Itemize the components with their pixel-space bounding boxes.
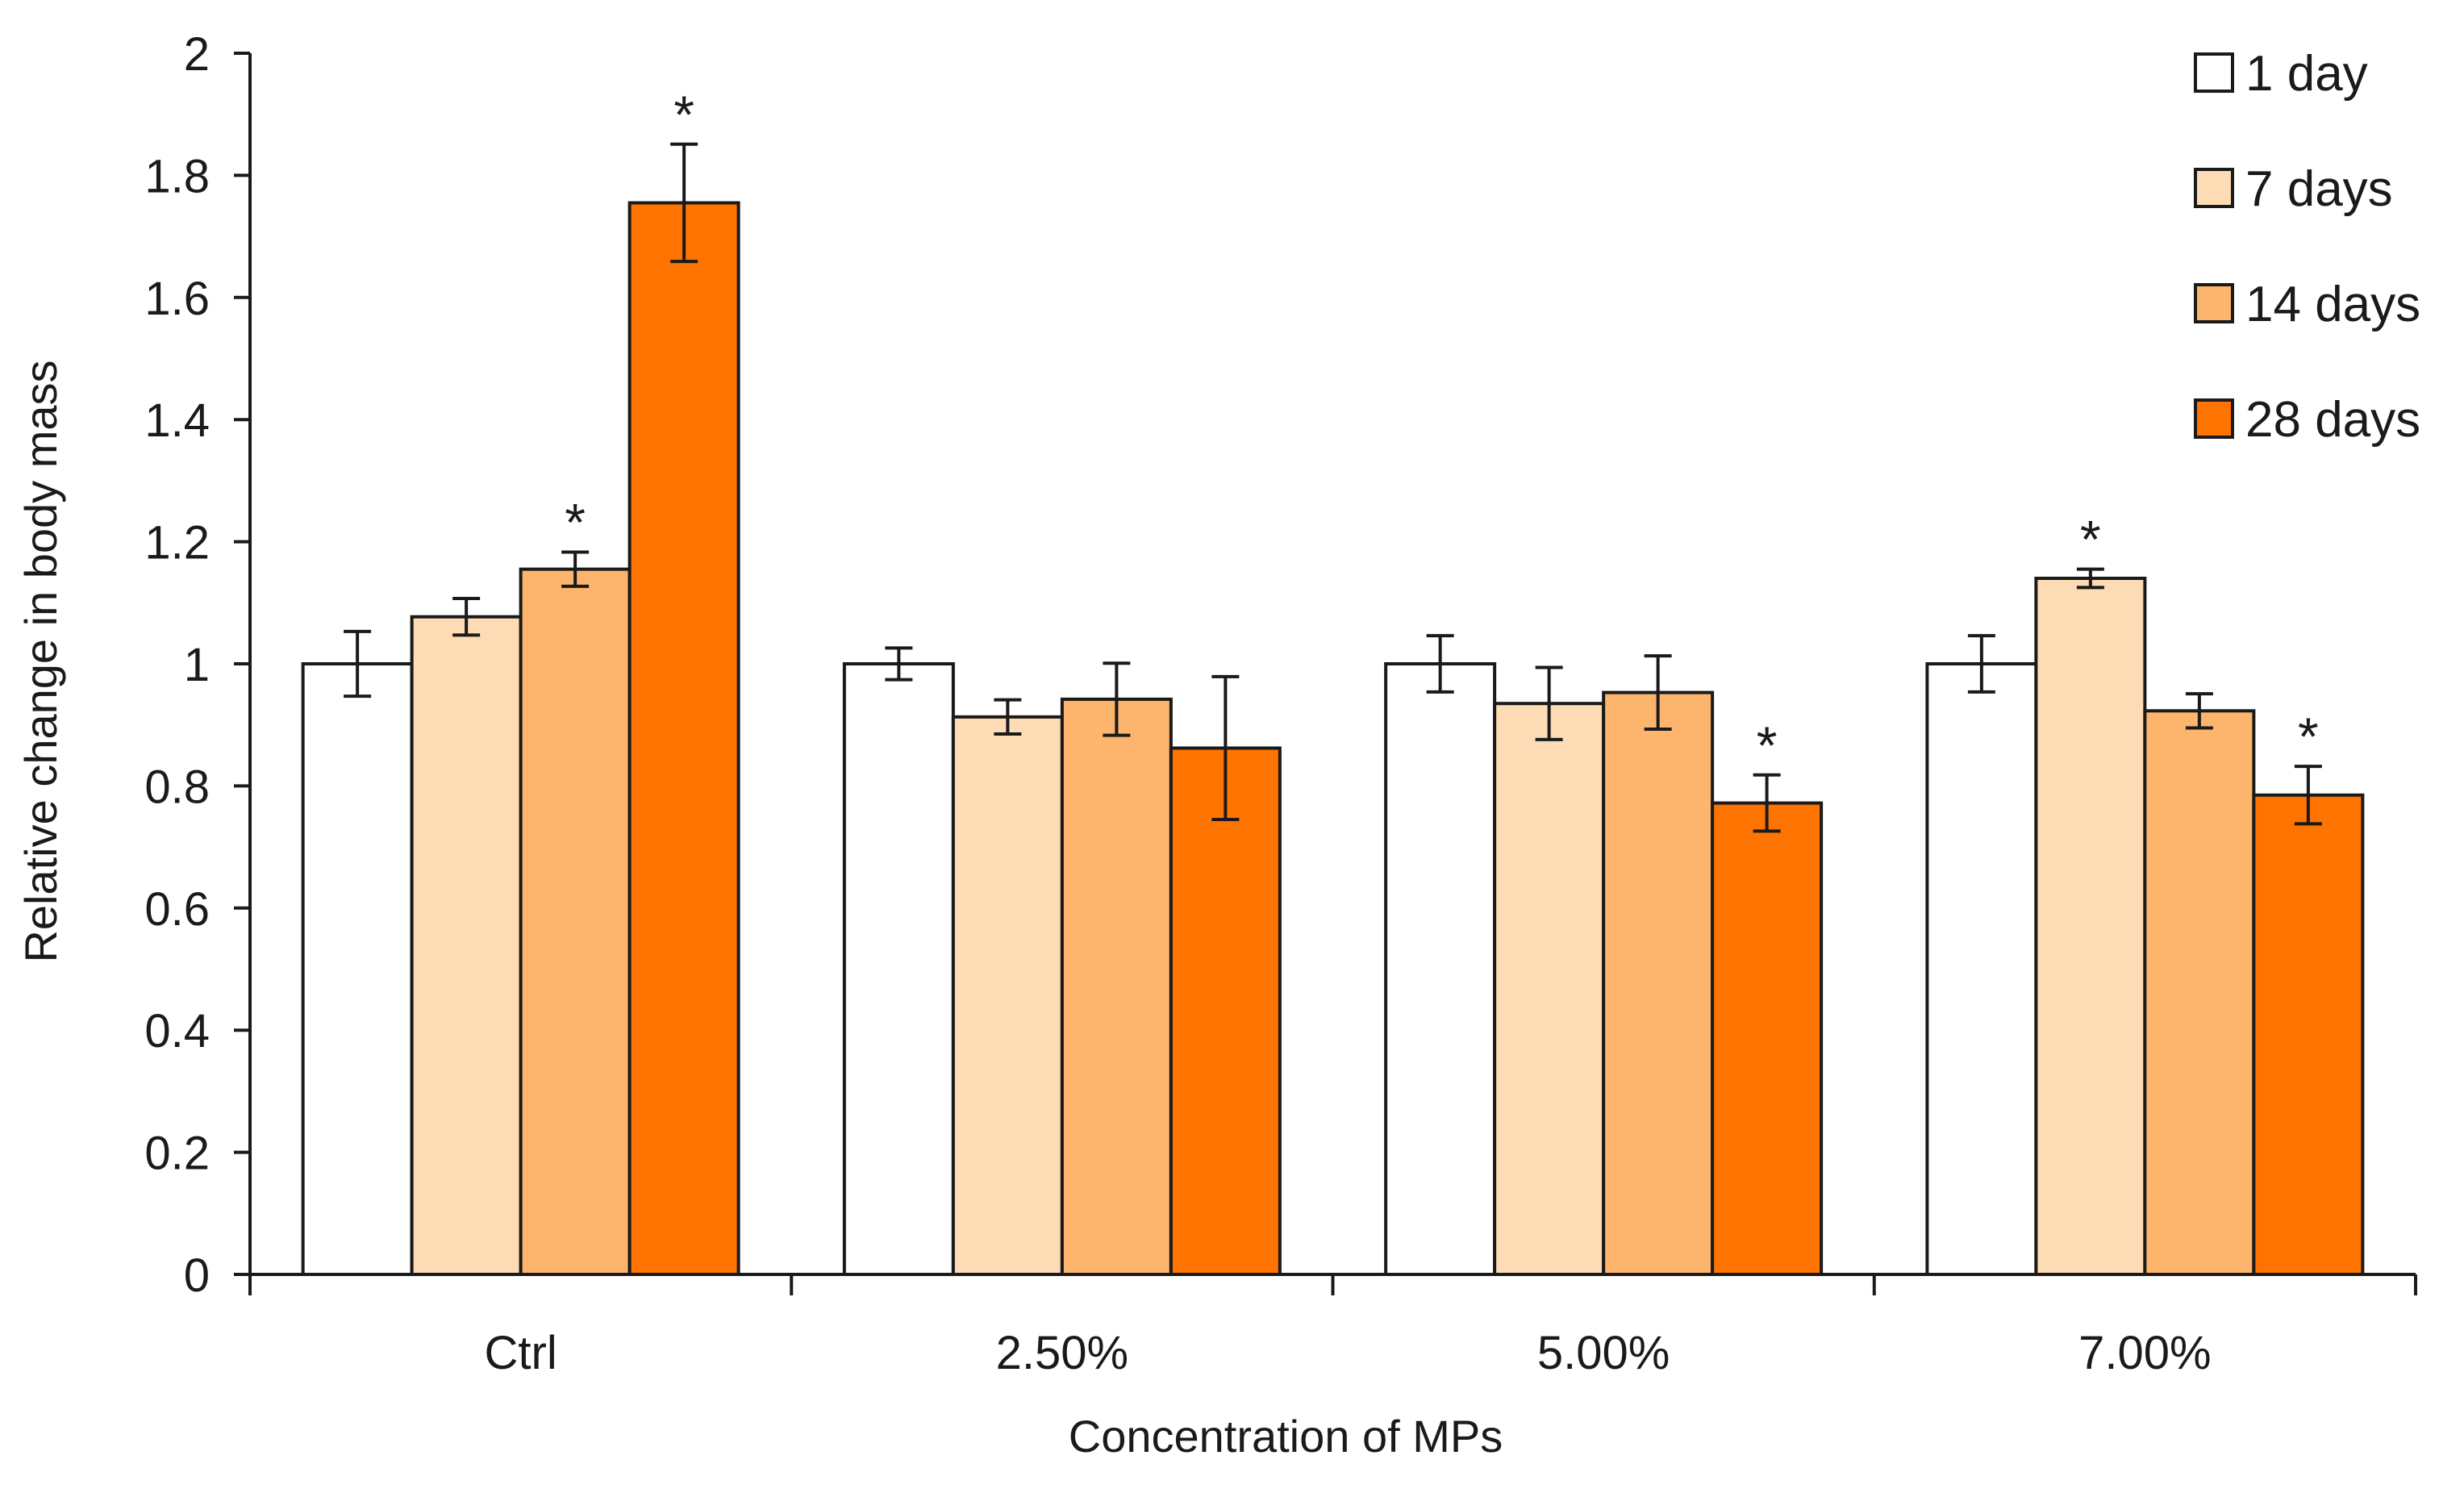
bar xyxy=(2034,577,2147,1276)
x-tick-label: 2.50% xyxy=(996,1327,1128,1379)
legend-label: 28 days xyxy=(2245,392,2420,448)
legend-swatch xyxy=(2194,52,2234,93)
y-tick-label: 0.6 xyxy=(144,883,210,936)
bar xyxy=(1925,662,2038,1276)
significance-marker: * xyxy=(673,85,694,144)
significance-marker: * xyxy=(1757,715,1778,775)
bar xyxy=(301,662,414,1276)
bar xyxy=(627,201,740,1277)
y-tick-label: 0.8 xyxy=(144,761,210,813)
y-tick-label: 1.2 xyxy=(144,517,210,569)
legend-swatch xyxy=(2194,398,2234,439)
bar xyxy=(1060,697,1173,1276)
significance-marker: * xyxy=(565,492,586,552)
legend-swatch xyxy=(2194,168,2234,208)
legend-label: 7 days xyxy=(2245,161,2393,217)
significance-marker: * xyxy=(2080,510,2101,569)
y-tick-label: 0 xyxy=(184,1249,210,1302)
x-axis-title: Concentration of MPs xyxy=(1069,1411,1503,1462)
y-axis-title: Relative change in body mass xyxy=(15,360,66,962)
bar xyxy=(1602,690,1715,1276)
y-tick-label: 0.4 xyxy=(144,1005,210,1057)
y-tick-label: 1.8 xyxy=(144,150,210,202)
x-tick-label: Ctrl xyxy=(485,1327,557,1379)
bar xyxy=(2252,793,2365,1276)
bar xyxy=(842,662,955,1276)
x-tick-label: 7.00% xyxy=(2078,1327,2211,1379)
bars-layer: * * * * * xyxy=(301,85,2365,1277)
y-tick-label: 1 xyxy=(184,639,210,691)
bar xyxy=(1711,801,1824,1276)
bar xyxy=(1169,746,1282,1276)
y-tick-label: 2 xyxy=(184,28,210,81)
bar xyxy=(410,615,523,1276)
legend-label: 14 days xyxy=(2245,277,2420,332)
y-tick-label: 1.4 xyxy=(144,394,210,447)
bar xyxy=(1493,702,1606,1276)
x-tick-label: 5.00% xyxy=(1537,1327,1670,1379)
legend: 1 day 7 days 14 days 28 days xyxy=(2194,46,2420,448)
bar xyxy=(2143,709,2256,1276)
y-tick-label: 0.2 xyxy=(144,1128,210,1180)
axes-layer: 0 0.2 0.4 0.6 0.8 1 1.2 1.4 1.6 1.8 2 Ctrl 2.50% 5.00… xyxy=(144,28,2417,1379)
bar xyxy=(519,567,632,1276)
legend-swatch xyxy=(2194,283,2234,323)
legend-label: 1 day xyxy=(2245,46,2368,102)
bar xyxy=(1384,662,1497,1276)
bar xyxy=(951,715,1064,1276)
significance-marker: * xyxy=(2298,707,2319,766)
y-tick-label: 1.6 xyxy=(144,273,210,325)
